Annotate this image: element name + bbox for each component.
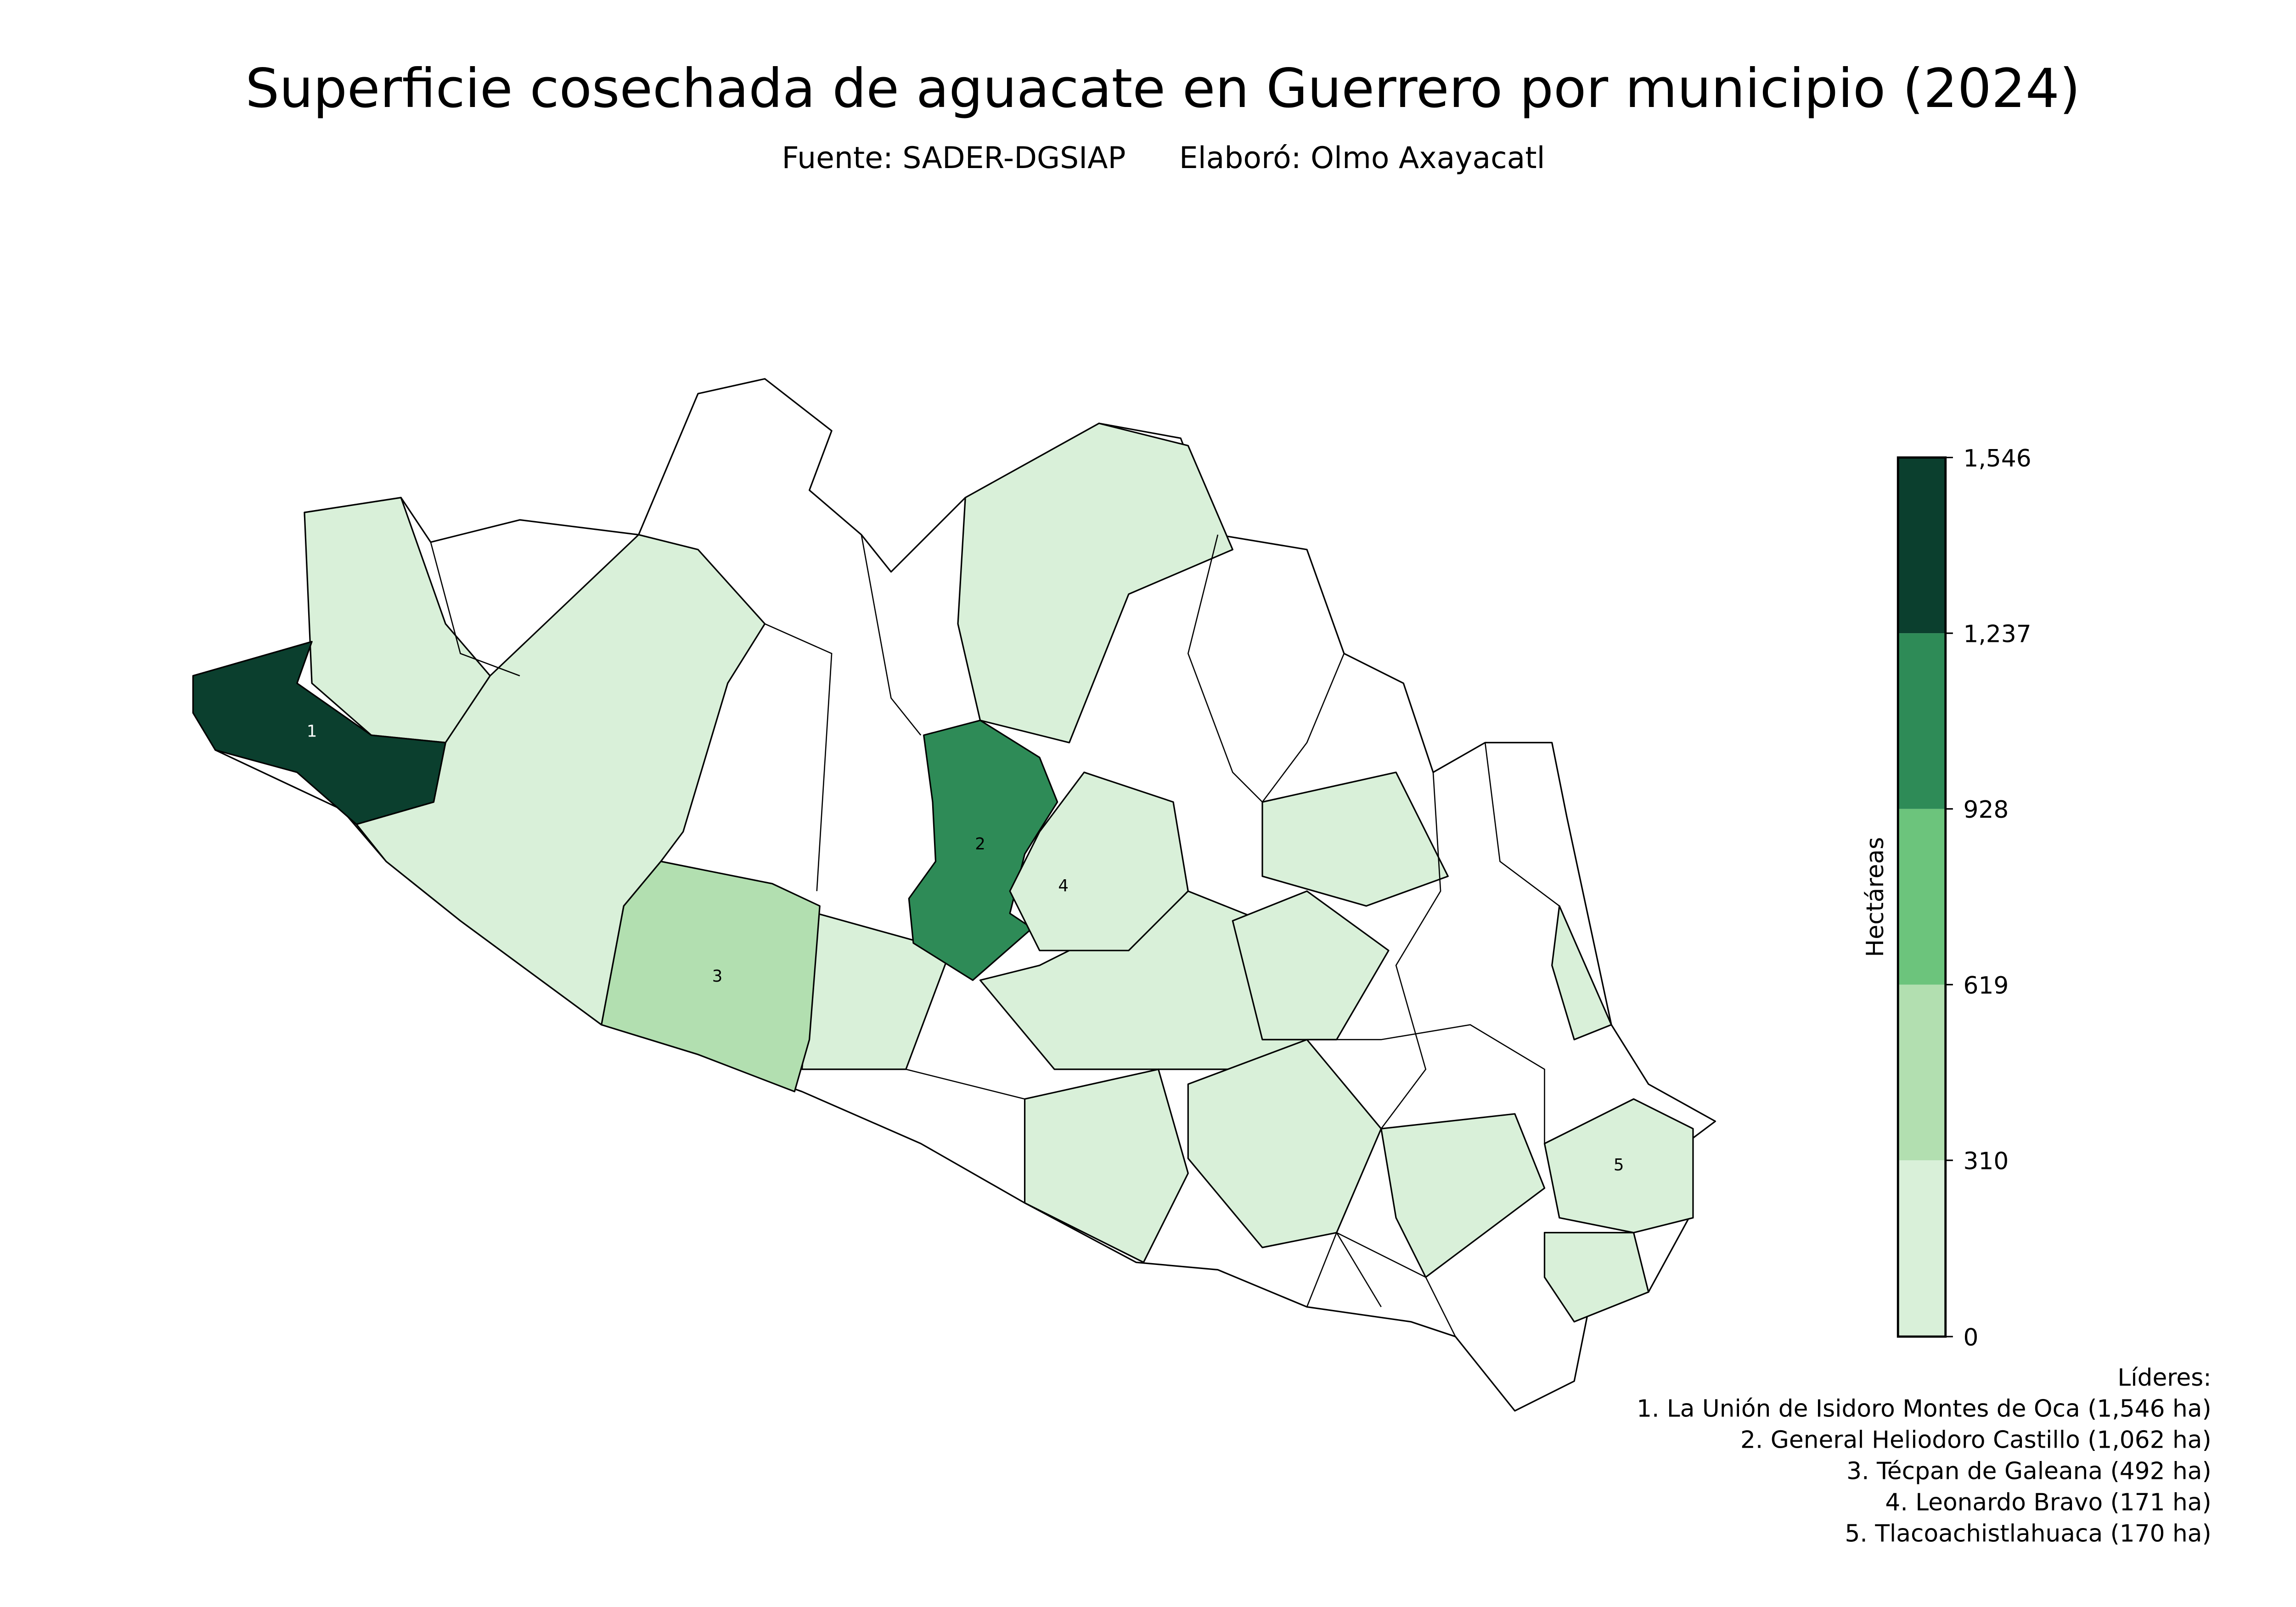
source: Fuente: SADER-DGSIAP bbox=[782, 141, 1125, 175]
leader-item: 3. Técpan de Galeana (492 ha) bbox=[1846, 1458, 2211, 1485]
colorbar-segment bbox=[1898, 984, 1946, 1161]
municipality bbox=[1551, 905, 1612, 1040]
municipality bbox=[1232, 890, 1390, 1040]
colorbar-tick-label: 310 bbox=[1964, 1148, 2009, 1175]
colorbar-frame bbox=[1896, 456, 1947, 1338]
municipality bbox=[1543, 1098, 1694, 1234]
leader-item: 1. La Unión de Isidoro Montes de Oca (1,… bbox=[1637, 1395, 2212, 1423]
municipality bbox=[957, 422, 1233, 744]
colorbar-tick-label: 1,546 bbox=[1964, 445, 2032, 472]
colorbar-segment bbox=[1898, 457, 1946, 634]
municipality bbox=[601, 860, 821, 1093]
colorbar-tick-label: 0 bbox=[1964, 1324, 1979, 1351]
municipality bbox=[1543, 1232, 1649, 1323]
author: Elaboró: Olmo Axayacatl bbox=[1179, 141, 1545, 175]
region-marker: 5 bbox=[1614, 1156, 1624, 1174]
leaders-heading: Líderes: bbox=[2117, 1364, 2211, 1392]
colorbar-label: Hectáreas bbox=[1862, 837, 1889, 957]
colorbar-tick-label: 928 bbox=[1964, 796, 2009, 824]
municipality bbox=[192, 641, 446, 825]
region-marker: 3 bbox=[712, 967, 723, 986]
colorbar-tick-label: 1,237 bbox=[1964, 621, 2032, 648]
state-map: 1 2 3 4 5 bbox=[192, 378, 1716, 1412]
colorbar-segment bbox=[1898, 809, 1946, 985]
leaders-list: Líderes: 1. La Unión de Isidoro Montes d… bbox=[1637, 1364, 2212, 1548]
region-marker: 1 bbox=[307, 722, 317, 741]
colorbar-tick-label: 619 bbox=[1964, 972, 2009, 1000]
leader-item: 2. General Heliodoro Castillo (1,062 ha) bbox=[1740, 1427, 2212, 1454]
colorbar-segment bbox=[1898, 1160, 1946, 1337]
leader-item: 5. Tlacoachistlahuaca (170 ha) bbox=[1845, 1520, 2212, 1547]
region-marker: 4 bbox=[1058, 877, 1069, 895]
municipality bbox=[1009, 771, 1189, 951]
municipality bbox=[1261, 771, 1449, 907]
region-marker: 2 bbox=[975, 835, 985, 854]
colorbar-segment bbox=[1898, 633, 1946, 809]
colorbar: 0 310 619 928 1,237 1,546 bbox=[1896, 445, 2032, 1351]
boundary bbox=[430, 534, 1560, 1337]
leader-item: 4. Leonardo Bravo (171 ha) bbox=[1885, 1489, 2211, 1516]
municipality bbox=[1380, 1113, 1546, 1278]
map-title: Superficie cosechada de aguacate en Guer… bbox=[245, 58, 2080, 120]
